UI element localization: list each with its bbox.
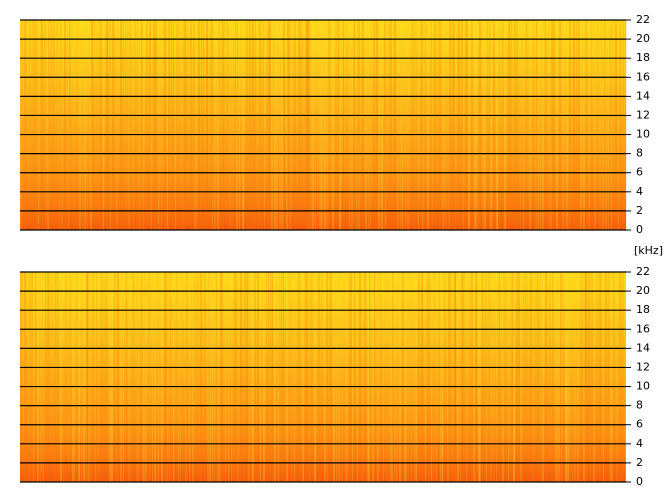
y-tick-label: 20 xyxy=(636,32,650,45)
unit-label: [kHz] xyxy=(634,244,663,257)
y-tick-label: 22 xyxy=(636,13,650,26)
y-tick-label: 6 xyxy=(636,418,643,431)
y-tick-label: 10 xyxy=(636,128,650,141)
spectrogram-panel: 0 2 4 6 8 10 12 14 16 18 20 22 xyxy=(20,13,650,236)
y-tick-label: 0 xyxy=(636,223,643,236)
y-tick-label: 6 xyxy=(636,166,643,179)
y-tick-label: 18 xyxy=(636,303,650,316)
y-tick-label: 22 xyxy=(636,265,650,278)
y-tick-label: 8 xyxy=(636,147,643,160)
y-tick-label: 0 xyxy=(636,475,643,488)
y-tick-label: 14 xyxy=(636,341,650,354)
y-tick-label: 20 xyxy=(636,284,650,297)
spectral-noise xyxy=(20,272,626,482)
y-tick-label: 8 xyxy=(636,399,643,412)
y-tick-label: 10 xyxy=(636,380,650,393)
y-tick-label: 4 xyxy=(636,437,643,450)
y-tick-label: 16 xyxy=(636,322,650,335)
y-tick-label: 14 xyxy=(636,89,650,102)
y-tick-label: 2 xyxy=(636,456,643,469)
y-tick-label: 2 xyxy=(636,204,643,217)
y-tick-label: 18 xyxy=(636,51,650,64)
spectral-noise xyxy=(20,20,626,230)
y-tick-label: 12 xyxy=(636,108,650,121)
y-tick-label: 16 xyxy=(636,70,650,83)
y-tick-label: 12 xyxy=(636,360,650,373)
spectrogram-panel: 0 2 4 6 8 10 12 14 16 18 20 22 xyxy=(20,265,650,488)
y-tick-label: 4 xyxy=(636,185,643,198)
